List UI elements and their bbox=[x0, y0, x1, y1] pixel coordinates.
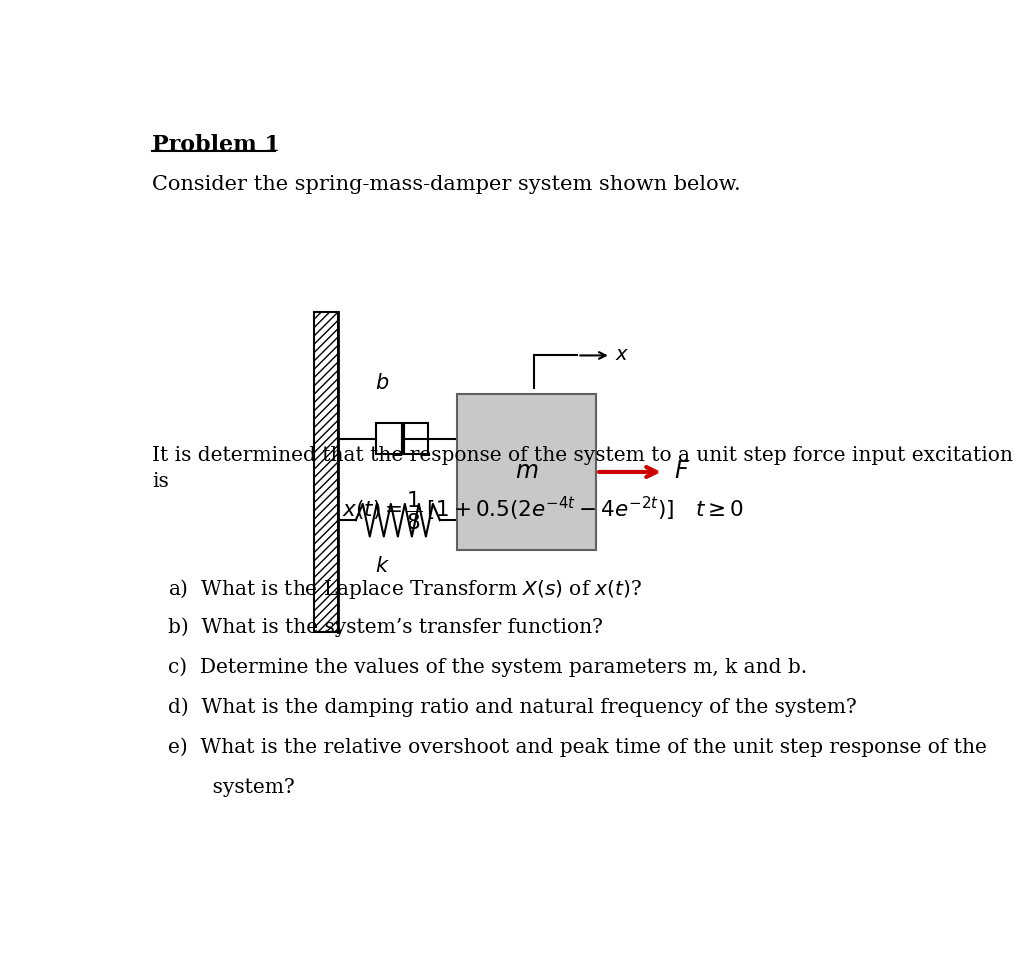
Text: c)  Determine the values of the system parameters m, k and b.: c) Determine the values of the system pa… bbox=[168, 657, 807, 677]
Text: a)  What is the Laplace Transform $X(s)$ of $x(t)$?: a) What is the Laplace Transform $X(s)$ … bbox=[168, 577, 642, 602]
Text: $x(t) = \dfrac{1}{8}\,[1 + 0.5(2e^{-4t} - 4e^{-2t})]\quad t \geq 0$: $x(t) = \dfrac{1}{8}\,[1 + 0.5(2e^{-4t} … bbox=[342, 489, 744, 532]
Text: Consider the spring-mass-damper system shown below.: Consider the spring-mass-damper system s… bbox=[152, 175, 740, 194]
Text: e)  What is the relative overshoot and peak time of the unit step response of th: e) What is the relative overshoot and pe… bbox=[168, 737, 986, 758]
Text: $b$: $b$ bbox=[375, 372, 389, 392]
Bar bbox=[458, 394, 596, 549]
Text: It is determined that the response of the system to a unit step force input exci: It is determined that the response of th… bbox=[152, 446, 1013, 465]
Text: d)  What is the damping ratio and natural frequency of the system?: d) What is the damping ratio and natural… bbox=[168, 698, 856, 717]
Text: system?: system? bbox=[168, 778, 295, 797]
Text: $F$: $F$ bbox=[674, 461, 690, 484]
Bar bbox=[314, 312, 338, 631]
Text: $m$: $m$ bbox=[515, 461, 539, 484]
Bar bbox=[376, 423, 428, 454]
Text: is: is bbox=[152, 472, 169, 491]
Text: $k$: $k$ bbox=[375, 556, 389, 576]
Text: $x$: $x$ bbox=[615, 346, 630, 364]
Text: Problem 1: Problem 1 bbox=[152, 134, 280, 156]
Text: b)  What is the system’s transfer function?: b) What is the system’s transfer functio… bbox=[168, 618, 602, 637]
